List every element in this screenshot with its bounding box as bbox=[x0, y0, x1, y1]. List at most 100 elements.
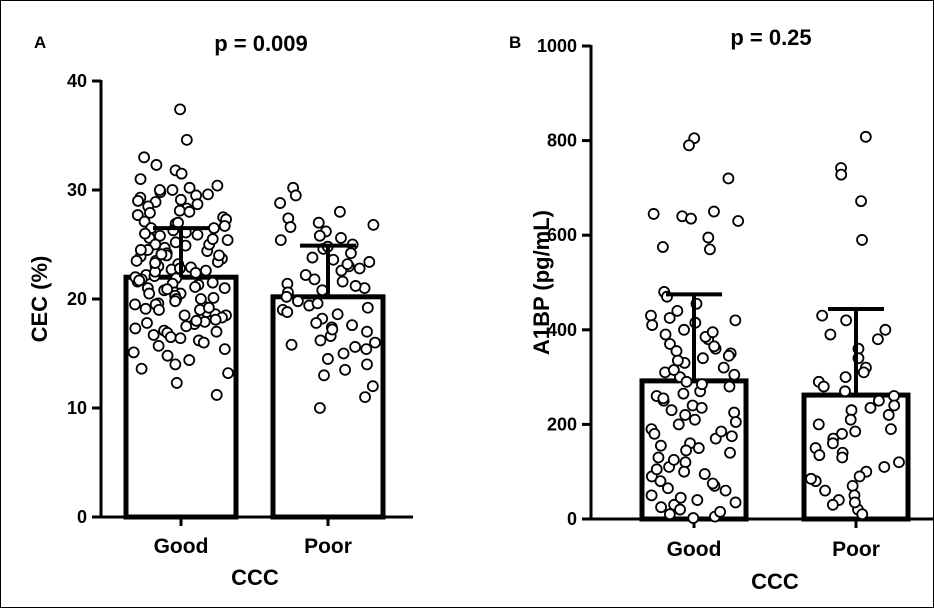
panel-letter: A bbox=[34, 33, 46, 52]
data-point bbox=[674, 491, 687, 504]
data-point bbox=[152, 339, 165, 352]
data-point bbox=[664, 338, 676, 350]
data-point bbox=[667, 453, 680, 466]
data-point bbox=[180, 320, 193, 333]
data-point bbox=[314, 402, 326, 414]
data-point bbox=[339, 363, 351, 376]
data-point bbox=[311, 297, 324, 310]
data-point bbox=[361, 358, 373, 371]
data-point bbox=[208, 222, 220, 235]
x-axis-label: CCC bbox=[231, 565, 279, 590]
data-point bbox=[345, 247, 357, 260]
data-point bbox=[857, 366, 870, 379]
data-point bbox=[281, 306, 294, 318]
data-point bbox=[189, 281, 202, 293]
data-point bbox=[708, 340, 721, 353]
y-tick-label: 0 bbox=[77, 507, 87, 527]
data-point bbox=[361, 301, 374, 314]
p-value-title: p = 0.25 bbox=[730, 25, 811, 50]
data-point bbox=[150, 159, 163, 171]
data-point bbox=[155, 248, 168, 261]
data-point bbox=[161, 283, 174, 296]
data-point bbox=[654, 475, 667, 488]
data-point bbox=[719, 484, 732, 497]
data-point bbox=[678, 465, 691, 478]
data-point bbox=[308, 273, 321, 286]
data-point bbox=[174, 193, 187, 206]
data-point bbox=[680, 375, 693, 388]
data-point bbox=[314, 334, 327, 347]
data-point bbox=[729, 496, 742, 509]
data-point bbox=[218, 282, 231, 295]
y-tick-label: 30 bbox=[67, 180, 87, 200]
data-point bbox=[836, 427, 848, 440]
data-point bbox=[879, 323, 892, 336]
data-point bbox=[685, 212, 697, 225]
y-tick-label: 800 bbox=[547, 131, 577, 151]
data-point bbox=[697, 352, 709, 365]
data-point bbox=[805, 472, 817, 485]
data-point bbox=[284, 221, 297, 233]
data-point bbox=[139, 227, 151, 240]
data-point bbox=[856, 508, 869, 521]
data-point bbox=[280, 290, 293, 303]
data-point bbox=[170, 377, 183, 389]
data-point bbox=[654, 439, 667, 452]
data-point bbox=[210, 389, 223, 401]
data-point bbox=[662, 482, 674, 495]
data-point bbox=[369, 336, 381, 349]
data-point bbox=[134, 244, 147, 256]
data-point bbox=[334, 205, 346, 218]
data-point bbox=[213, 249, 225, 262]
data-point bbox=[133, 274, 146, 287]
data-point bbox=[677, 387, 690, 400]
data-point bbox=[139, 302, 152, 315]
data-point bbox=[161, 349, 174, 362]
data-point bbox=[336, 275, 349, 288]
data-point bbox=[864, 401, 877, 414]
data-point bbox=[367, 218, 380, 231]
data-point bbox=[202, 301, 215, 314]
data-point bbox=[331, 308, 344, 321]
data-point bbox=[349, 280, 362, 292]
data-point bbox=[310, 317, 323, 329]
data-point bbox=[670, 345, 683, 357]
data-point bbox=[130, 254, 143, 267]
data-point bbox=[175, 167, 188, 180]
y-tick-label: 200 bbox=[547, 414, 577, 434]
data-point bbox=[337, 347, 350, 360]
data-point bbox=[202, 188, 214, 201]
data-point bbox=[183, 181, 196, 194]
data-point bbox=[190, 314, 203, 327]
data-point bbox=[173, 204, 186, 217]
data-point bbox=[178, 309, 191, 322]
data-point bbox=[129, 322, 142, 335]
data-point bbox=[197, 336, 210, 349]
data-point bbox=[318, 369, 330, 382]
data-point bbox=[678, 323, 690, 336]
data-point bbox=[211, 179, 224, 192]
data-point bbox=[154, 229, 166, 242]
y-axis-label: A1BP (pg/mL) bbox=[529, 210, 554, 355]
data-point bbox=[674, 503, 686, 516]
data-point bbox=[888, 390, 900, 402]
data-point bbox=[893, 456, 905, 469]
data-point bbox=[656, 241, 669, 253]
data-point bbox=[812, 418, 825, 431]
data-point bbox=[174, 332, 187, 345]
data-point bbox=[819, 484, 831, 497]
data-point bbox=[824, 328, 837, 341]
data-point bbox=[191, 198, 204, 211]
data-point bbox=[708, 205, 720, 218]
data-point bbox=[218, 343, 231, 356]
data-point bbox=[848, 496, 861, 509]
data-point bbox=[836, 451, 849, 464]
data-point bbox=[663, 312, 676, 324]
data-point bbox=[306, 251, 319, 264]
data-point bbox=[695, 401, 708, 414]
data-point bbox=[840, 314, 853, 327]
y-tick-label: 20 bbox=[67, 289, 87, 309]
data-point bbox=[291, 295, 304, 308]
data-point bbox=[728, 368, 741, 381]
